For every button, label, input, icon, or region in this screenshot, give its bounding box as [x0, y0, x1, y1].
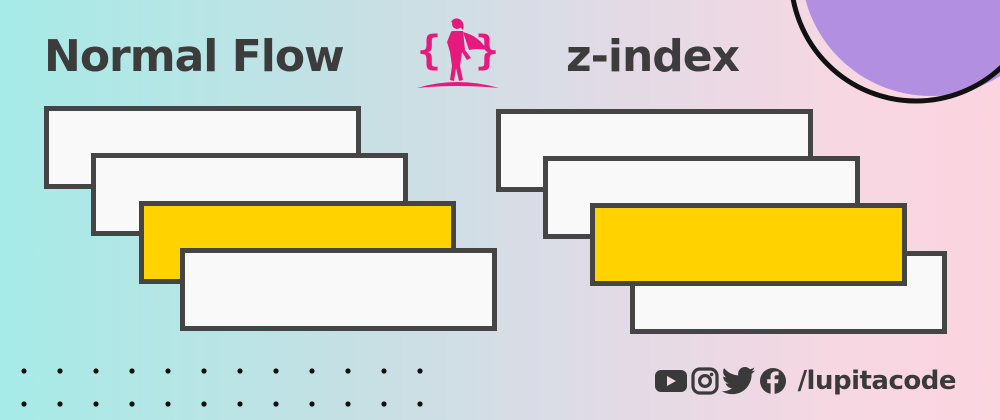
twitter-icon[interactable] — [721, 366, 756, 396]
right-brace-glyph: } — [475, 28, 499, 74]
hero-hair — [451, 18, 464, 30]
hero-cape — [463, 32, 487, 50]
social-handle[interactable]: /lupitacode — [797, 366, 957, 396]
title-normal-flow: Normal Flow — [44, 31, 345, 82]
instagram-icon[interactable] — [690, 366, 720, 396]
hero-ground — [417, 82, 499, 88]
youtube-icon[interactable] — [654, 368, 688, 394]
facebook-icon[interactable] — [758, 366, 788, 396]
z-index-box-3 — [590, 203, 907, 286]
circle-outline — [790, 0, 1000, 104]
title-z-index: z-index — [566, 31, 740, 82]
lupitacode-logo: { } — [417, 18, 499, 88]
decorative-circle — [790, 0, 1000, 104]
hero-body — [447, 31, 471, 81]
normal-flow-box-4 — [180, 248, 497, 331]
circle-fill — [805, 0, 1000, 96]
dot-grid-decoration — [21, 368, 423, 407]
left-brace-glyph: { — [417, 28, 441, 74]
social-links: /lupitacode — [654, 366, 957, 396]
